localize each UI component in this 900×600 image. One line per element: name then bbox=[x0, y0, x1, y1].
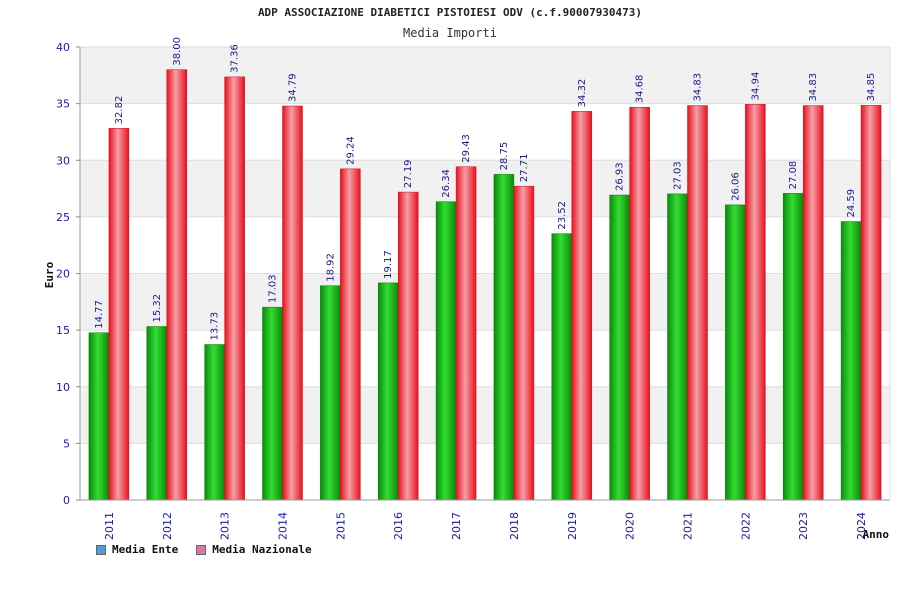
x-tick-label: 2016 bbox=[392, 512, 405, 540]
x-tick-label: 2015 bbox=[334, 512, 347, 540]
bar-ente-2011 bbox=[88, 332, 110, 501]
y-tick-label: 20 bbox=[56, 268, 70, 281]
data-label: 24.59 bbox=[846, 189, 857, 218]
legend: Media Ente Media Nazionale bbox=[96, 543, 312, 556]
bar-ente-2017 bbox=[435, 201, 457, 501]
x-tick-label: 2013 bbox=[219, 512, 232, 540]
bar-ente-2022 bbox=[725, 204, 746, 501]
data-label: 27.71 bbox=[519, 154, 530, 183]
data-label: 37.36 bbox=[230, 44, 241, 73]
bar-nazionale-2020 bbox=[629, 106, 650, 501]
bar-nazionale-2014 bbox=[282, 105, 303, 501]
data-label: 13.73 bbox=[210, 312, 221, 341]
data-label: 26.93 bbox=[615, 162, 626, 191]
bar-ente-2013 bbox=[204, 344, 225, 501]
y-tick-label: 25 bbox=[56, 211, 70, 224]
y-axis-label: Euro bbox=[43, 261, 56, 288]
bar-nazionale-2012 bbox=[166, 69, 188, 501]
data-label: 38.00 bbox=[172, 37, 183, 66]
bar-ente-2024 bbox=[840, 221, 862, 501]
bar-ente-2014 bbox=[262, 306, 283, 501]
y-tick-label: 5 bbox=[63, 437, 70, 450]
bar-nazionale-2016 bbox=[397, 191, 419, 501]
bar-ente-2020 bbox=[609, 194, 630, 501]
chart-subtitle: Media Importi bbox=[403, 26, 497, 40]
x-tick-label: 2018 bbox=[508, 512, 521, 540]
bar-nazionale-2022 bbox=[745, 104, 766, 501]
data-label: 29.24 bbox=[345, 136, 356, 165]
legend-item-ente: Media Ente bbox=[96, 543, 178, 556]
data-label: 34.85 bbox=[866, 73, 877, 102]
data-label: 34.68 bbox=[635, 75, 646, 104]
data-label: 34.32 bbox=[577, 79, 588, 108]
x-axis-label: Anno bbox=[863, 528, 890, 541]
bar-nazionale-2013 bbox=[224, 76, 245, 501]
legend-label-ente: Media Ente bbox=[112, 543, 179, 556]
grid-band bbox=[80, 273, 890, 331]
bar-nazionale-2024 bbox=[860, 105, 882, 501]
data-label: 34.79 bbox=[288, 73, 299, 102]
legend-swatch-nazionale bbox=[196, 544, 207, 555]
bar-ente-2019 bbox=[551, 233, 573, 501]
data-label: 29.43 bbox=[461, 134, 472, 163]
bar-ente-2016 bbox=[377, 282, 399, 501]
bar-nazionale-2021 bbox=[687, 105, 708, 501]
y-tick-label: 30 bbox=[56, 154, 70, 167]
data-label: 15.32 bbox=[152, 294, 163, 323]
y-tick-label: 15 bbox=[56, 324, 70, 337]
grid bbox=[80, 46, 890, 501]
legend-label-nazionale: Media Nazionale bbox=[212, 543, 312, 556]
grid-band bbox=[80, 160, 890, 217]
chart-title: ADP ASSOCIAZIONE DIABETICI PISTOIESI ODV… bbox=[257, 6, 643, 19]
x-tick-label: 2023 bbox=[797, 512, 810, 540]
bar-ente-2021 bbox=[667, 193, 688, 501]
y-tick-label: 0 bbox=[63, 494, 70, 507]
data-label: 27.08 bbox=[788, 161, 799, 190]
grid-band bbox=[80, 47, 890, 104]
data-label: 27.19 bbox=[403, 159, 414, 188]
data-label: 28.75 bbox=[499, 142, 510, 171]
data-label: 17.03 bbox=[268, 274, 279, 303]
data-label: 14.77 bbox=[94, 300, 105, 329]
y-tick-label: 35 bbox=[56, 98, 70, 111]
data-label: 27.03 bbox=[673, 161, 684, 190]
grid-band bbox=[80, 386, 890, 444]
x-tick-label: 2011 bbox=[103, 512, 116, 540]
bar-nazionale-2011 bbox=[108, 128, 130, 501]
bar-ente-2015 bbox=[320, 285, 341, 501]
bar-ente-2023 bbox=[782, 193, 804, 501]
data-label: 26.34 bbox=[441, 169, 452, 198]
bar-nazionale-2019 bbox=[571, 111, 593, 501]
data-labels: 14.77 32.82 15.32 38.00 13.73 37.36 17.03 34.79… bbox=[94, 37, 877, 340]
bar-nazionale-2023 bbox=[802, 105, 824, 501]
data-label: 34.94 bbox=[750, 72, 761, 101]
bar-nazionale-2018 bbox=[513, 185, 535, 501]
bar-ente-2012 bbox=[146, 326, 168, 501]
x-tick-label: 2017 bbox=[450, 512, 463, 540]
legend-swatch-ente bbox=[96, 544, 106, 555]
data-label: 19.17 bbox=[383, 250, 394, 279]
y-tick-label: 10 bbox=[56, 381, 70, 394]
bar-nazionale-2015 bbox=[340, 168, 361, 501]
bar-ente-2018 bbox=[493, 174, 515, 501]
x-tick-label: 2020 bbox=[624, 512, 637, 540]
x-tick-label: 2019 bbox=[566, 512, 579, 540]
y-tick-label: 40 bbox=[56, 41, 70, 54]
x-tick-label: 2021 bbox=[682, 512, 695, 540]
legend-item-nazionale: Media Nazionale bbox=[196, 543, 312, 556]
x-tick-label: 2024 bbox=[855, 512, 868, 540]
x-tick-label: 2014 bbox=[277, 512, 290, 540]
data-label: 34.83 bbox=[808, 73, 819, 102]
axes: 0 5 10 15 20 25 30 35 40 2011 2012 2013 2014 2015 2016… bbox=[56, 41, 891, 540]
data-label: 18.92 bbox=[325, 253, 336, 282]
bar-nazionale-2017 bbox=[455, 166, 477, 501]
data-label: 26.06 bbox=[730, 172, 741, 201]
x-tick-label: 2012 bbox=[161, 512, 174, 540]
bars bbox=[88, 69, 882, 501]
data-label: 34.83 bbox=[693, 73, 704, 102]
x-tick-label: 2022 bbox=[739, 512, 752, 540]
data-label: 32.82 bbox=[114, 96, 125, 125]
data-label: 23.52 bbox=[557, 201, 568, 230]
